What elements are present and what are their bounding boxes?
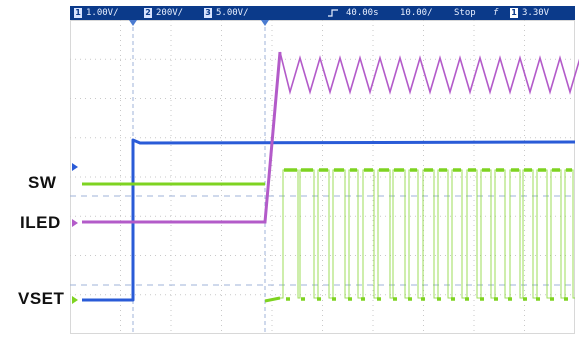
trigger-pos-marker: [129, 20, 137, 26]
ch2-badge: 2: [144, 8, 152, 18]
delay-readout: 40.00s: [346, 8, 379, 18]
ch3-status[interactable]: 3 5.00V/: [204, 6, 249, 20]
sw-switching-trace: [264, 169, 575, 301]
ch1-scale: 1.00V/: [86, 8, 119, 18]
iled-label: ILED: [20, 213, 61, 232]
ch2-scale: 200V/: [156, 8, 184, 18]
ch3-scale: 5.00V/: [216, 8, 249, 18]
ch1-status[interactable]: 1 1.00V/: [74, 6, 119, 20]
trigger-edge-icon: f: [493, 8, 499, 18]
ch1-badge: 1: [74, 8, 82, 18]
trigger-status[interactable]: 1 3.30V: [510, 6, 549, 20]
vset-label: VSET: [18, 289, 65, 308]
trigger-source-badge: 1: [510, 8, 518, 18]
iled-ripple-trace: [279, 51, 579, 96]
ch-marker-purple: [72, 219, 78, 227]
timebase-readout: 10.00/: [400, 8, 433, 18]
vset-trace: [82, 138, 576, 302]
ch-marker-blue: [72, 163, 78, 171]
waveform-traces: [82, 51, 579, 303]
ch2-status[interactable]: 2 200V/: [144, 6, 183, 20]
run-state[interactable]: Stop: [454, 8, 476, 18]
delay-pos-marker: [261, 20, 269, 26]
ch3-badge: 3: [204, 8, 212, 18]
status-bar: 1 1.00V/ 2 200V/ 3 5.00V/ 40.00s 10.00/ Sto…: [70, 6, 575, 20]
trigger-level: 3.30V: [522, 8, 550, 18]
sw-low-start: [264, 296, 281, 303]
sw-label: SW: [28, 173, 57, 192]
ch-marker-green: [72, 296, 78, 304]
trigger-delay-icon: [326, 6, 340, 20]
iled-trace-static: [82, 51, 282, 224]
